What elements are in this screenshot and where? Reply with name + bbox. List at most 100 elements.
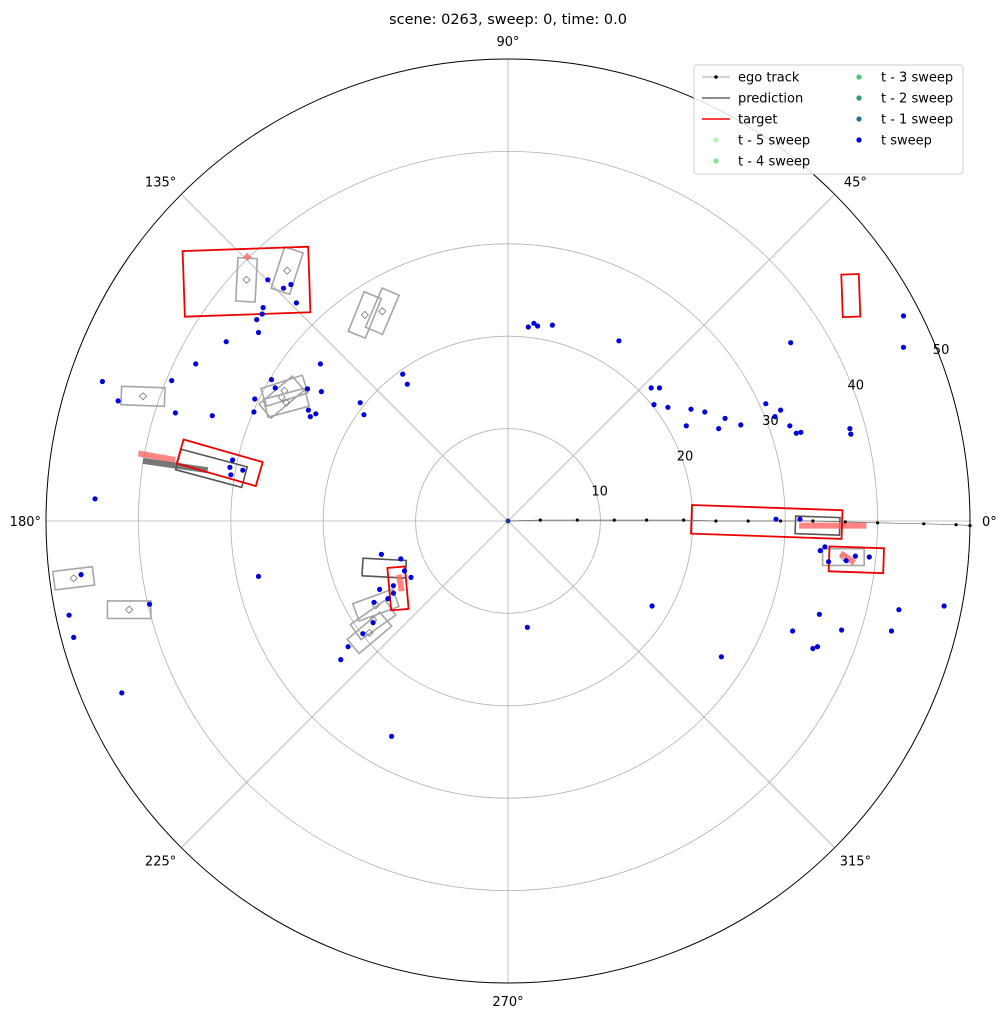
- sweep-point: [260, 305, 266, 311]
- legend-entry: ego track: [702, 71, 800, 86]
- sweep-point: [252, 396, 258, 402]
- theta-tick-label: 45°: [844, 176, 867, 191]
- sweep-point: [288, 281, 294, 288]
- sweep-point: [345, 644, 351, 650]
- sweep-point: [360, 631, 366, 637]
- sweep-point: [866, 554, 872, 560]
- sweep-point: [888, 628, 895, 634]
- legend-entry: t - 5 sweep: [713, 134, 810, 149]
- box-center-marker: [282, 398, 291, 407]
- legend-dot-swatch: [856, 95, 862, 101]
- r-tick-label: 40: [848, 379, 865, 394]
- sweep-point: [389, 733, 395, 739]
- prediction-box: [257, 374, 306, 420]
- sweep-point: [778, 407, 784, 413]
- sweep-point: [370, 620, 376, 626]
- plot-content: [52, 245, 972, 739]
- legend-label: t sweep: [881, 134, 932, 149]
- legend-label: t - 1 sweep: [881, 113, 953, 128]
- box-center-marker: [365, 628, 374, 637]
- sweep-point: [99, 378, 105, 385]
- prediction-box: [794, 515, 841, 537]
- sweep-point: [651, 402, 657, 408]
- legend-entry: target: [702, 113, 778, 128]
- sweep-point: [549, 322, 556, 328]
- sweep-point: [718, 654, 725, 660]
- ego-track-point: [811, 519, 815, 523]
- legend: ego track prediction target t - 5 sweep t - …: [693, 64, 964, 175]
- ego-track-point: [843, 520, 847, 524]
- legend-entry: t - 4 sweep: [713, 155, 810, 170]
- prediction-box: [821, 547, 866, 567]
- sweep-point: [357, 400, 363, 406]
- legend-label: target: [738, 113, 778, 128]
- prediction-box: [120, 385, 166, 408]
- legend-label: ego track: [738, 71, 800, 86]
- legend-dot-swatch: [713, 137, 719, 143]
- ego-track-point: [714, 519, 718, 523]
- sweep-point: [378, 551, 384, 557]
- target-box: [690, 504, 844, 540]
- sweep-point: [787, 423, 793, 429]
- box-center-marker: [378, 307, 387, 316]
- polar-frame: [45, 58, 971, 984]
- ego-track-point: [746, 519, 750, 523]
- sweep-point: [318, 389, 324, 395]
- legend-entry: prediction: [702, 92, 803, 107]
- sweep-point: [763, 401, 769, 407]
- sweep-point: [169, 378, 175, 384]
- box-center-marker: [360, 310, 369, 320]
- prediction-box: [52, 565, 96, 591]
- sweep-point: [797, 516, 803, 522]
- ego-origin-marker: [505, 518, 511, 524]
- prediction-box: [259, 374, 309, 408]
- sweep-point: [683, 423, 689, 429]
- angular-gridline: [507, 194, 835, 522]
- box-center-marker: [69, 574, 78, 583]
- sweep-point: [817, 548, 823, 554]
- sweep-point: [66, 612, 72, 618]
- sweep-point: [788, 340, 794, 346]
- sweep-point: [209, 413, 215, 419]
- sweep-point: [793, 430, 799, 436]
- legend-label: t - 3 sweep: [881, 71, 953, 86]
- sweep-point: [92, 496, 98, 502]
- sweep-point: [307, 414, 313, 420]
- sweep-point: [790, 628, 796, 634]
- legend-label: t - 2 sweep: [881, 92, 953, 107]
- legend-dot-swatch: [856, 137, 862, 143]
- ego-track-point: [954, 523, 958, 527]
- sweep-point: [773, 516, 779, 522]
- prediction-box: [364, 287, 401, 336]
- angular-gridline: [181, 520, 509, 848]
- angular-gridline: [507, 520, 835, 848]
- sweep-point: [227, 464, 233, 470]
- legend-entry: t - 2 sweep: [856, 92, 953, 107]
- motion-trail: [243, 252, 252, 261]
- legend-label: prediction: [738, 92, 803, 107]
- prediction-box: [270, 245, 305, 296]
- sweep-point: [272, 385, 278, 391]
- prediction-box: [106, 600, 152, 620]
- sweep-point: [390, 583, 396, 589]
- sweep-point: [390, 590, 396, 596]
- ego-track-point: [538, 518, 542, 522]
- sweep-point: [900, 344, 907, 350]
- sweep-point: [814, 644, 821, 650]
- ego-track-point: [779, 519, 783, 523]
- legend-marker-swatch: [714, 75, 718, 79]
- prediction-box: [262, 387, 311, 419]
- sweep-point: [408, 574, 414, 581]
- theta-tick-label: 0°: [982, 515, 997, 530]
- motion-trail: [838, 550, 857, 566]
- sweep-point: [531, 320, 537, 326]
- target-box: [840, 273, 862, 319]
- sweep-point: [293, 300, 299, 306]
- target-box: [386, 565, 410, 612]
- prediction-box: [361, 557, 408, 579]
- legend-dot-swatch: [856, 116, 862, 122]
- theta-tick-label: 180°: [10, 515, 41, 530]
- sweep-point: [78, 572, 84, 578]
- prediction-box: [351, 588, 401, 623]
- sweep-point: [688, 406, 694, 412]
